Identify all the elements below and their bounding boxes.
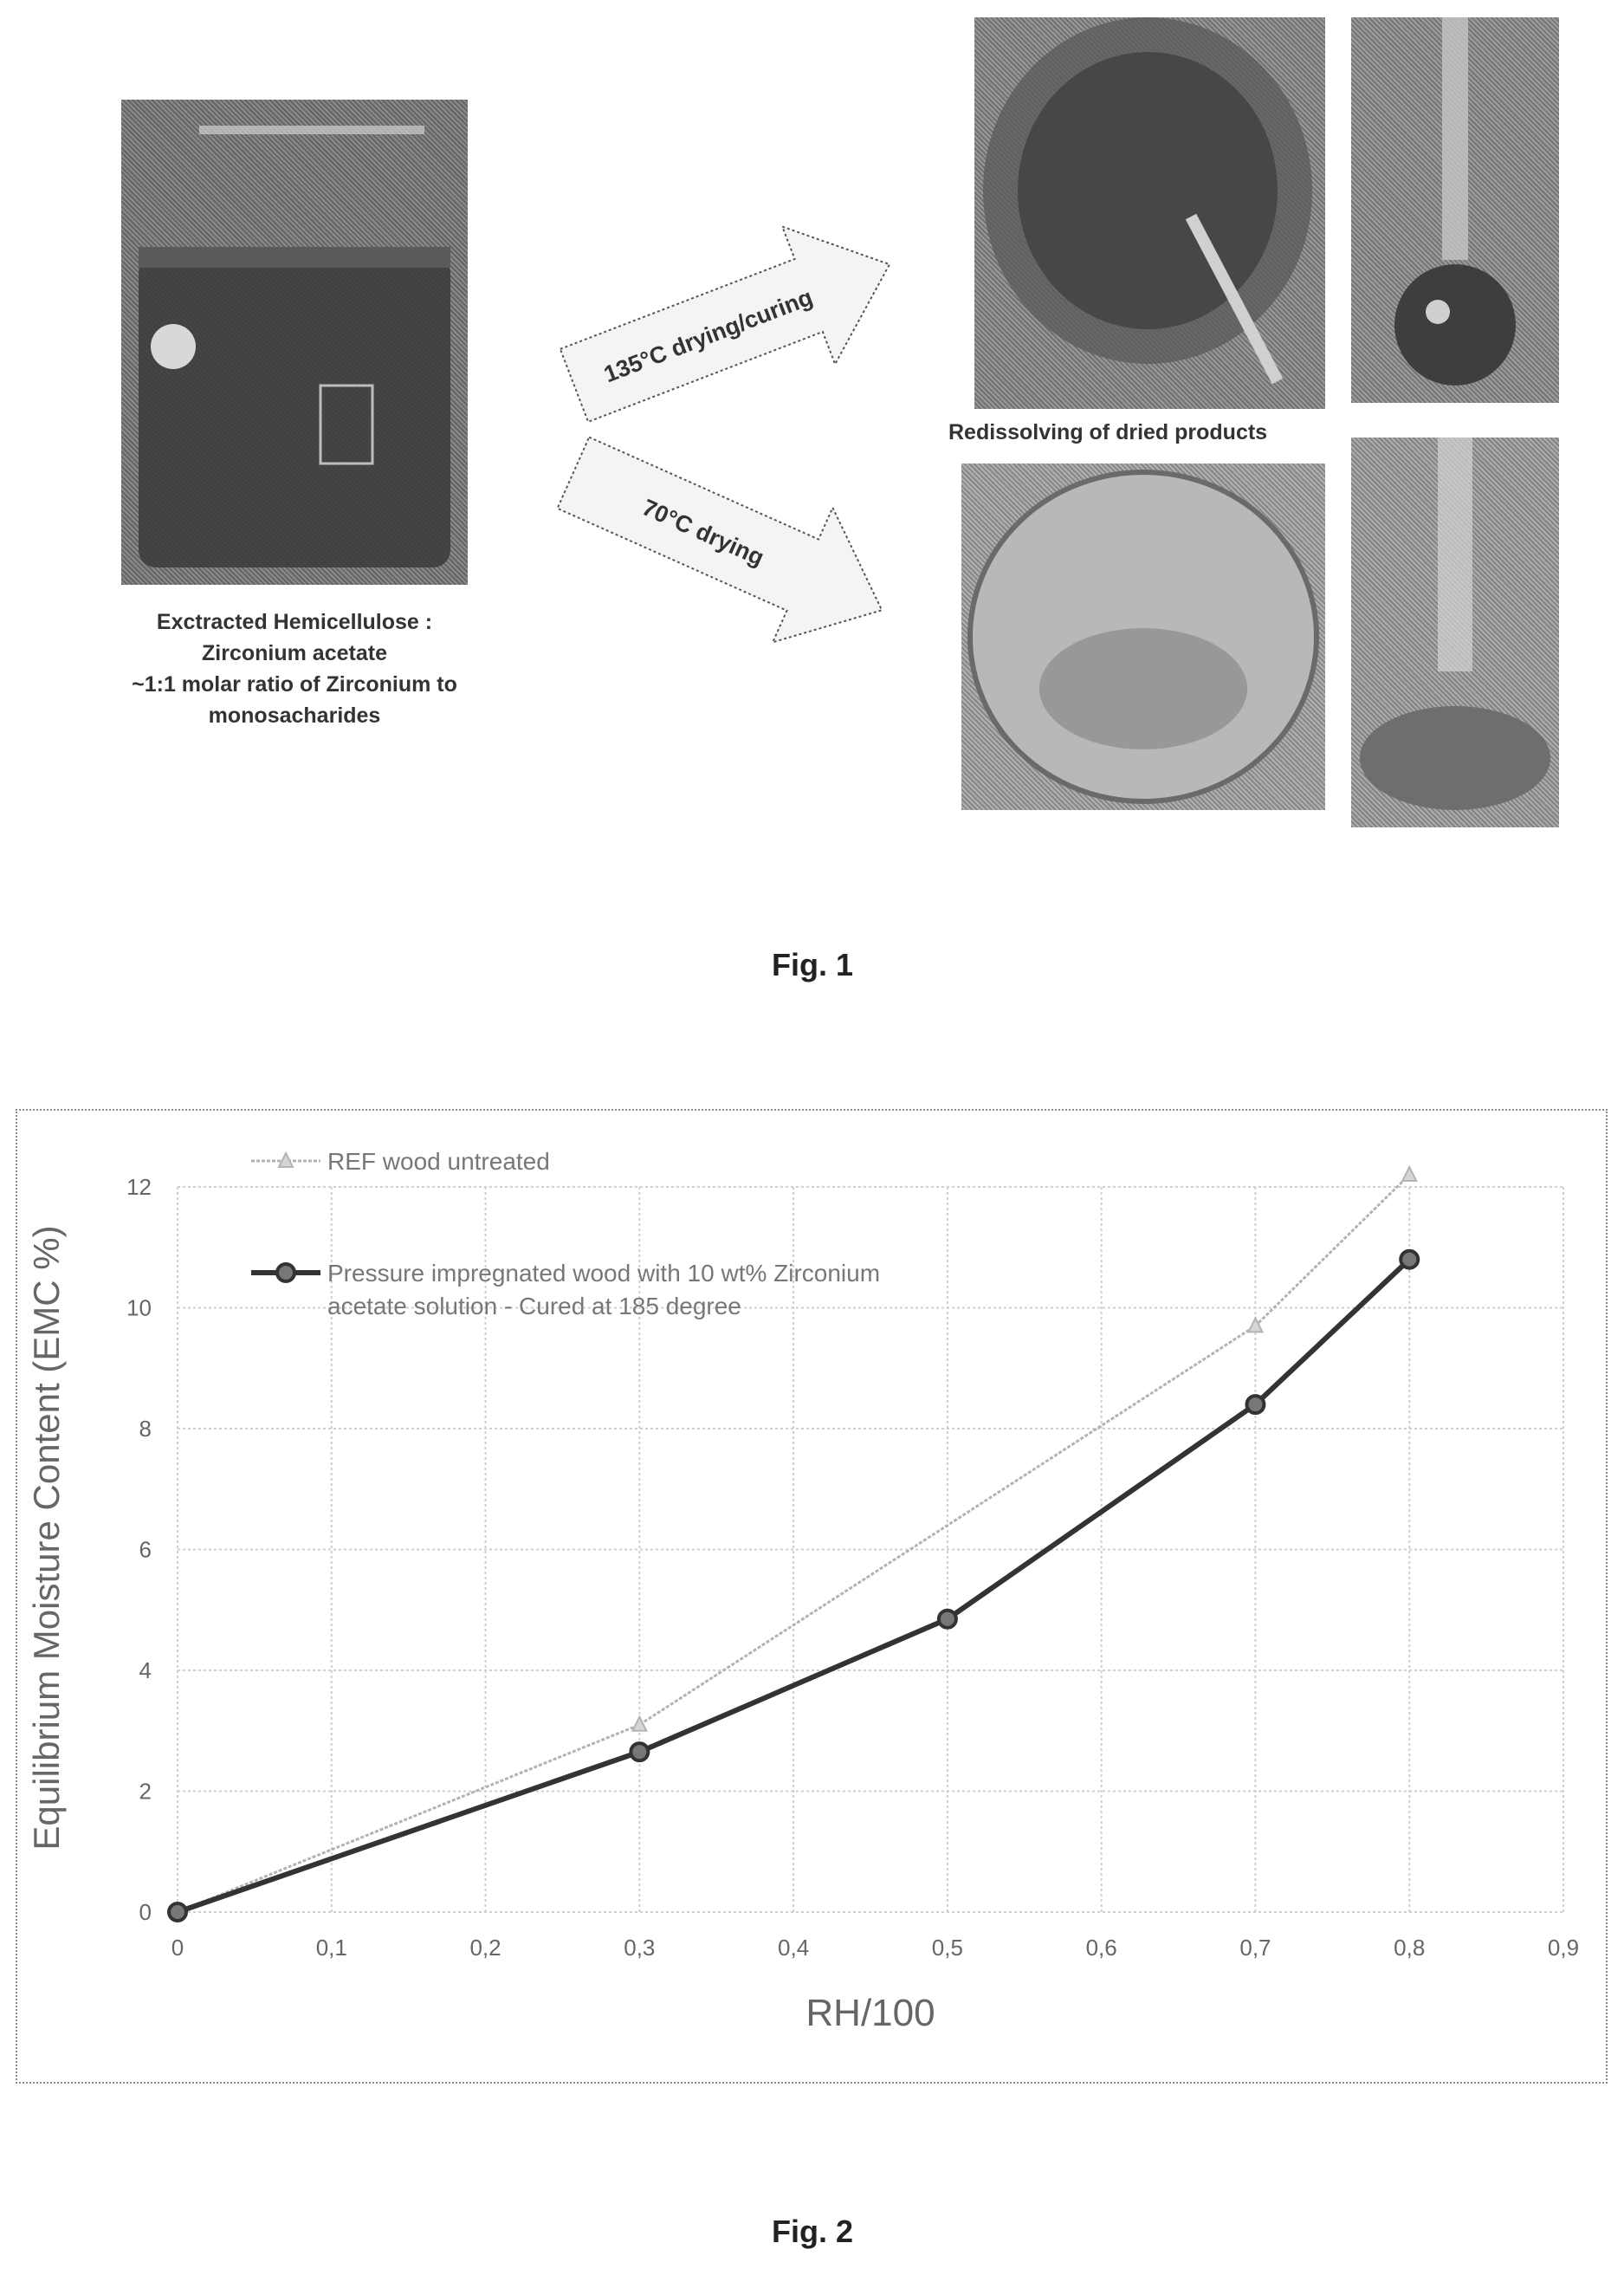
y-tick-label: 4 xyxy=(139,1657,152,1683)
series-line-1 xyxy=(177,1257,1412,1915)
x-tick-label: 0,3 xyxy=(624,1935,655,1961)
data-point xyxy=(1246,1316,1265,1333)
arrow-drying-shape xyxy=(556,436,883,644)
x-tick-label: 0,4 xyxy=(778,1935,809,1961)
beaker-caption-line-2: Zirconium acetate xyxy=(202,641,387,665)
beaker-photo xyxy=(121,100,468,585)
legend-marker-1 xyxy=(275,1262,296,1283)
data-point xyxy=(629,1741,650,1763)
fig-1-caption: Fig. 1 xyxy=(771,947,853,982)
y-tick-label: 8 xyxy=(139,1416,152,1442)
data-point xyxy=(1245,1394,1266,1416)
x-tick-label: 0,6 xyxy=(1086,1935,1117,1961)
x-tick-label: 0,2 xyxy=(469,1935,501,1961)
legend-label-0: REF wood untreated xyxy=(327,1148,550,1175)
legend-label-1-line-2: acetate solution - Cured at 185 degree xyxy=(327,1293,741,1319)
fig-2-caption: Fig. 2 xyxy=(771,2214,853,2249)
data-point xyxy=(631,1715,648,1732)
chart-ticks: 0 0,1 0,2 0,3 0,4 0,5 0,6 0,7 0,8 0,9 0 2 4 6 8 10 12 xyxy=(126,1174,1579,1961)
x-tick-label: 0,5 xyxy=(932,1935,963,1961)
beaker-photo-illustration xyxy=(139,126,450,567)
y-tick-label: 6 xyxy=(139,1537,152,1563)
legend-marker-0 xyxy=(277,1151,294,1168)
legend-label-1-line-1: Pressure impregnated wood with 10 wt% Zi… xyxy=(327,1260,880,1287)
series-line-0 xyxy=(177,1173,1411,1914)
y-axis-label: Equilibrium Moisture Content (EMC %) xyxy=(26,1225,67,1850)
data-point xyxy=(1399,1248,1420,1270)
vial-photo-dried xyxy=(1351,438,1559,827)
dish-photo-dried xyxy=(961,464,1325,810)
dish-photo-dried-illustration xyxy=(967,470,1319,804)
arrow-curing-shape xyxy=(559,225,891,424)
x-axis-label: RH/100 xyxy=(806,1992,935,2034)
y-tick-label: 0 xyxy=(139,1899,152,1925)
chart-frame xyxy=(16,1109,1608,2084)
vial-photo-cured-illustration xyxy=(1394,17,1516,386)
chart-grid xyxy=(177,1186,1564,1913)
arrow-drying: 70°C drying xyxy=(556,436,883,644)
x-tick-label: 0,1 xyxy=(316,1935,347,1961)
dish-photo-cured-illustration xyxy=(983,17,1312,385)
data-point xyxy=(936,1608,958,1630)
x-tick-label: 0,7 xyxy=(1239,1935,1271,1961)
y-tick-label: 2 xyxy=(139,1779,152,1805)
redissolve-caption: Redissolving of dried products xyxy=(948,420,1268,444)
beaker-caption-line-3: ~1:1 molar ratio of Zirconium to xyxy=(132,672,457,697)
x-tick-label: 0,8 xyxy=(1394,1935,1425,1961)
arrow-curing: 135°C drying/curing xyxy=(559,225,891,424)
chart-legend: REF wood untreated Pressure impregnated w… xyxy=(251,1148,880,1319)
y-tick-label: 10 xyxy=(126,1295,152,1321)
data-point xyxy=(167,1902,188,1922)
beaker-caption: Exctracted Hemicellulose : Zirconium ace… xyxy=(52,606,537,731)
chart-series xyxy=(167,1164,1420,1922)
data-point xyxy=(1401,1164,1418,1183)
beaker-caption-line-4: monosacharides xyxy=(208,703,381,728)
y-tick-label: 12 xyxy=(126,1174,152,1200)
vial-photo-dried-illustration xyxy=(1360,438,1550,810)
x-tick-label: 0,9 xyxy=(1548,1935,1579,1961)
beaker-caption-line-1: Exctracted Hemicellulose : xyxy=(156,610,433,634)
dish-photo-cured xyxy=(974,17,1325,409)
vial-photo-cured xyxy=(1351,17,1559,403)
x-tick-label: 0 xyxy=(171,1935,184,1961)
